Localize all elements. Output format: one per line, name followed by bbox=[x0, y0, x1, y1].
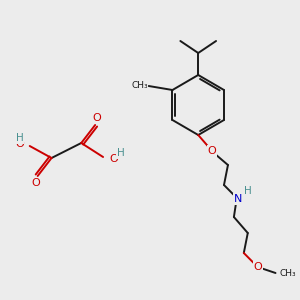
Text: CH₃: CH₃ bbox=[280, 268, 296, 278]
Text: H: H bbox=[117, 148, 125, 158]
Text: N: N bbox=[234, 194, 242, 204]
Text: O: O bbox=[93, 113, 101, 123]
Text: O: O bbox=[31, 178, 40, 188]
Text: CH₃: CH₃ bbox=[131, 80, 148, 89]
Text: H: H bbox=[16, 133, 24, 143]
Text: O: O bbox=[208, 146, 217, 156]
Text: H: H bbox=[244, 186, 252, 196]
Text: O: O bbox=[253, 262, 262, 272]
Text: O: O bbox=[15, 139, 24, 149]
Text: O: O bbox=[109, 154, 118, 164]
